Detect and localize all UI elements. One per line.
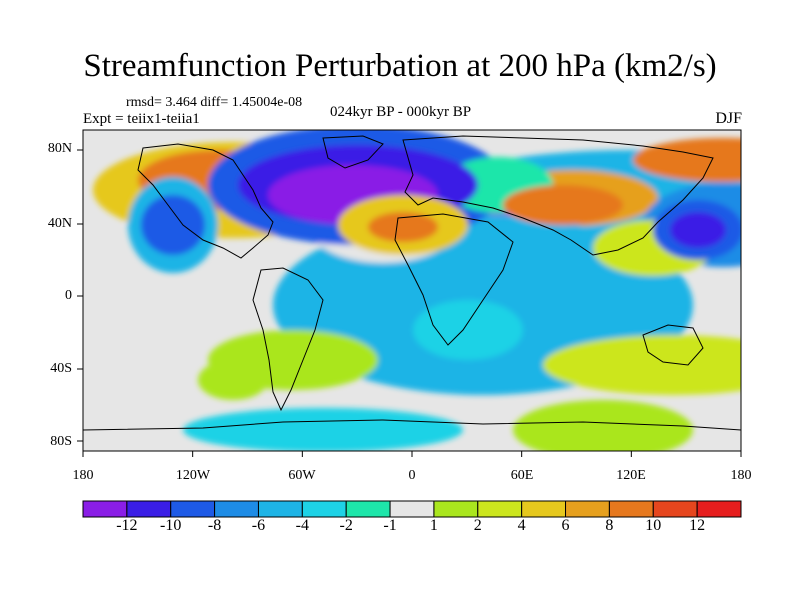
- lon-label-60w: 60W: [288, 468, 316, 483]
- experiment-label: Expt = teiix1-teiia1: [83, 111, 200, 127]
- lon-label-180e: 180: [730, 468, 752, 483]
- colorbar-swatch-9: [477, 500, 523, 518]
- colorbar-swatch-14: [696, 500, 742, 518]
- lat-label-80s: 80S: [50, 434, 72, 449]
- colorbar-swatch-6: [345, 500, 391, 518]
- colorbar-label-12: 10: [645, 517, 662, 534]
- colorbar-label-9: 4: [517, 517, 526, 534]
- coast-australia: [642, 324, 704, 366]
- coast-north-america: [137, 143, 274, 259]
- lon-label-120e: 120E: [616, 468, 646, 483]
- contour-region-17: [368, 212, 438, 242]
- colorbar-label-13: 12: [689, 517, 706, 534]
- lon-label-120w: 120W: [175, 468, 211, 483]
- contour-region-21: [670, 212, 726, 248]
- lat-label-40n: 40N: [47, 216, 72, 231]
- lon-label-180w: 180: [72, 468, 94, 483]
- period-label: 024kyr BP - 000kyr BP: [330, 104, 472, 120]
- axis-ticks: [77, 149, 742, 457]
- colorbar-swatch-5: [301, 500, 347, 518]
- contour-region-18: [503, 185, 623, 225]
- colorbar-label-1: -10: [160, 517, 182, 534]
- colorbar-swatch-8: [433, 500, 479, 518]
- coastlines: [83, 135, 741, 431]
- contour-region-25: [513, 400, 693, 451]
- colorbar-label-0: -12: [116, 517, 138, 534]
- colorbar-swatch-7: [389, 500, 435, 518]
- coast-south-america: [252, 267, 324, 412]
- colorbar-label-4: -4: [295, 517, 309, 534]
- colorbar-swatch-3: [214, 500, 259, 518]
- colorbar-label-3: -6: [251, 517, 266, 534]
- stats-label: rmsd= 3.464 diff= 1.45004e-08: [126, 95, 303, 110]
- lon-label-60e: 60E: [510, 468, 534, 483]
- lon-label-0: 0: [408, 468, 416, 483]
- contour-region-26: [413, 300, 523, 360]
- colorbar-swatch-11: [565, 500, 610, 518]
- contour-region-9: [141, 195, 205, 255]
- coast-antarctica: [83, 419, 741, 431]
- map-title: Streamfunction Perturbation at 200 hPa (…: [83, 48, 717, 84]
- colorbar-swatch-2: [170, 500, 216, 518]
- lat-label-40s: 40S: [50, 361, 72, 376]
- coast-africa: [394, 213, 514, 346]
- lat-label-eq: 0: [65, 288, 72, 303]
- colorbar-label-7: 1: [429, 517, 438, 534]
- colorbar-swatch-12: [608, 500, 654, 518]
- lat-label-80n: 80N: [47, 141, 72, 156]
- contour-region-24: [543, 335, 741, 395]
- colorbar-swatch-13: [652, 500, 698, 518]
- colorbar-swatch-1: [126, 500, 172, 518]
- colorbar-label-2: -8: [207, 517, 222, 534]
- colorbar: [82, 500, 742, 518]
- season-label: DJF: [715, 110, 742, 127]
- colorbar-label-10: 6: [561, 517, 570, 534]
- colorbar-label-5: -2: [339, 517, 353, 534]
- colorbar-label-11: 8: [605, 517, 614, 534]
- colorbar-label-6: -1: [383, 517, 397, 534]
- contour-region-23: [198, 360, 268, 400]
- coast-greenland: [322, 135, 384, 169]
- colorbar-swatch-10: [521, 500, 567, 518]
- colorbar-label-8: 2: [473, 517, 482, 534]
- coast-eurasia: [402, 135, 714, 256]
- contour-region-27: [183, 408, 463, 451]
- colorbar-swatch-0: [82, 500, 128, 518]
- colorbar-swatch-4: [257, 500, 303, 518]
